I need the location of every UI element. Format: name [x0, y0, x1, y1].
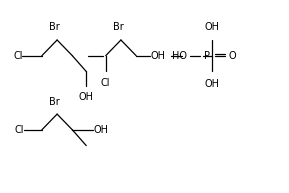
Text: Br: Br — [49, 97, 60, 107]
Text: Cl: Cl — [14, 125, 24, 135]
Text: OH: OH — [79, 91, 94, 102]
Text: Cl: Cl — [14, 51, 23, 61]
Text: O: O — [228, 51, 236, 61]
Text: OH: OH — [150, 51, 165, 61]
Text: OH: OH — [94, 125, 109, 135]
Text: P: P — [204, 51, 210, 61]
Text: OH: OH — [205, 22, 220, 32]
Text: HO: HO — [172, 51, 187, 61]
Text: Cl: Cl — [101, 78, 110, 88]
Text: Br: Br — [113, 22, 123, 32]
Text: OH: OH — [205, 80, 220, 90]
Text: Br: Br — [49, 22, 60, 32]
